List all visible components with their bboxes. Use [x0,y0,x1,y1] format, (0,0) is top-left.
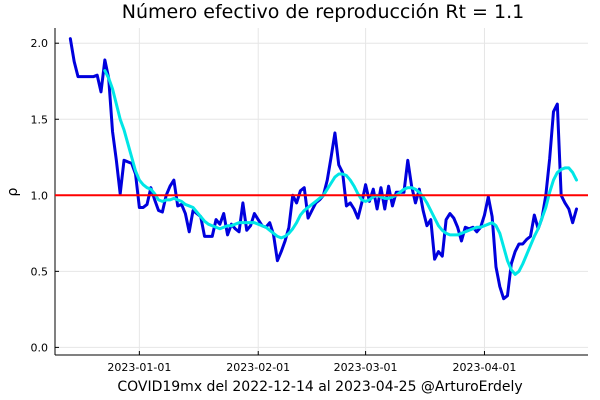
x-axis-label: COVID19mx del 2022-12-14 al 2023-04-25 @… [117,379,522,395]
chart-title: Número efectivo de reproducción Rt = 1.1 [122,1,524,23]
x-tick-label: 2023-03-01 [334,361,398,374]
y-tick-label: 1.0 [31,189,49,202]
x-tick-label: 2023-04-01 [452,361,516,374]
x-tick-label: 2023-02-01 [226,361,290,374]
y-tick-label: 0.5 [31,265,49,278]
y-tick-label: 1.5 [31,113,49,126]
y-tick-label: 0.0 [31,341,49,354]
series-line-1 [68,37,578,301]
x-tick-label: 2023-01-01 [107,361,171,374]
series-line-2 [103,69,578,276]
y-axis-label: ρ [5,187,21,196]
plot-area: 2023-01-01 2023-02-01 2023-03-01 2023-04-01… [31,28,588,374]
y-tick-label: 2.0 [31,37,49,50]
